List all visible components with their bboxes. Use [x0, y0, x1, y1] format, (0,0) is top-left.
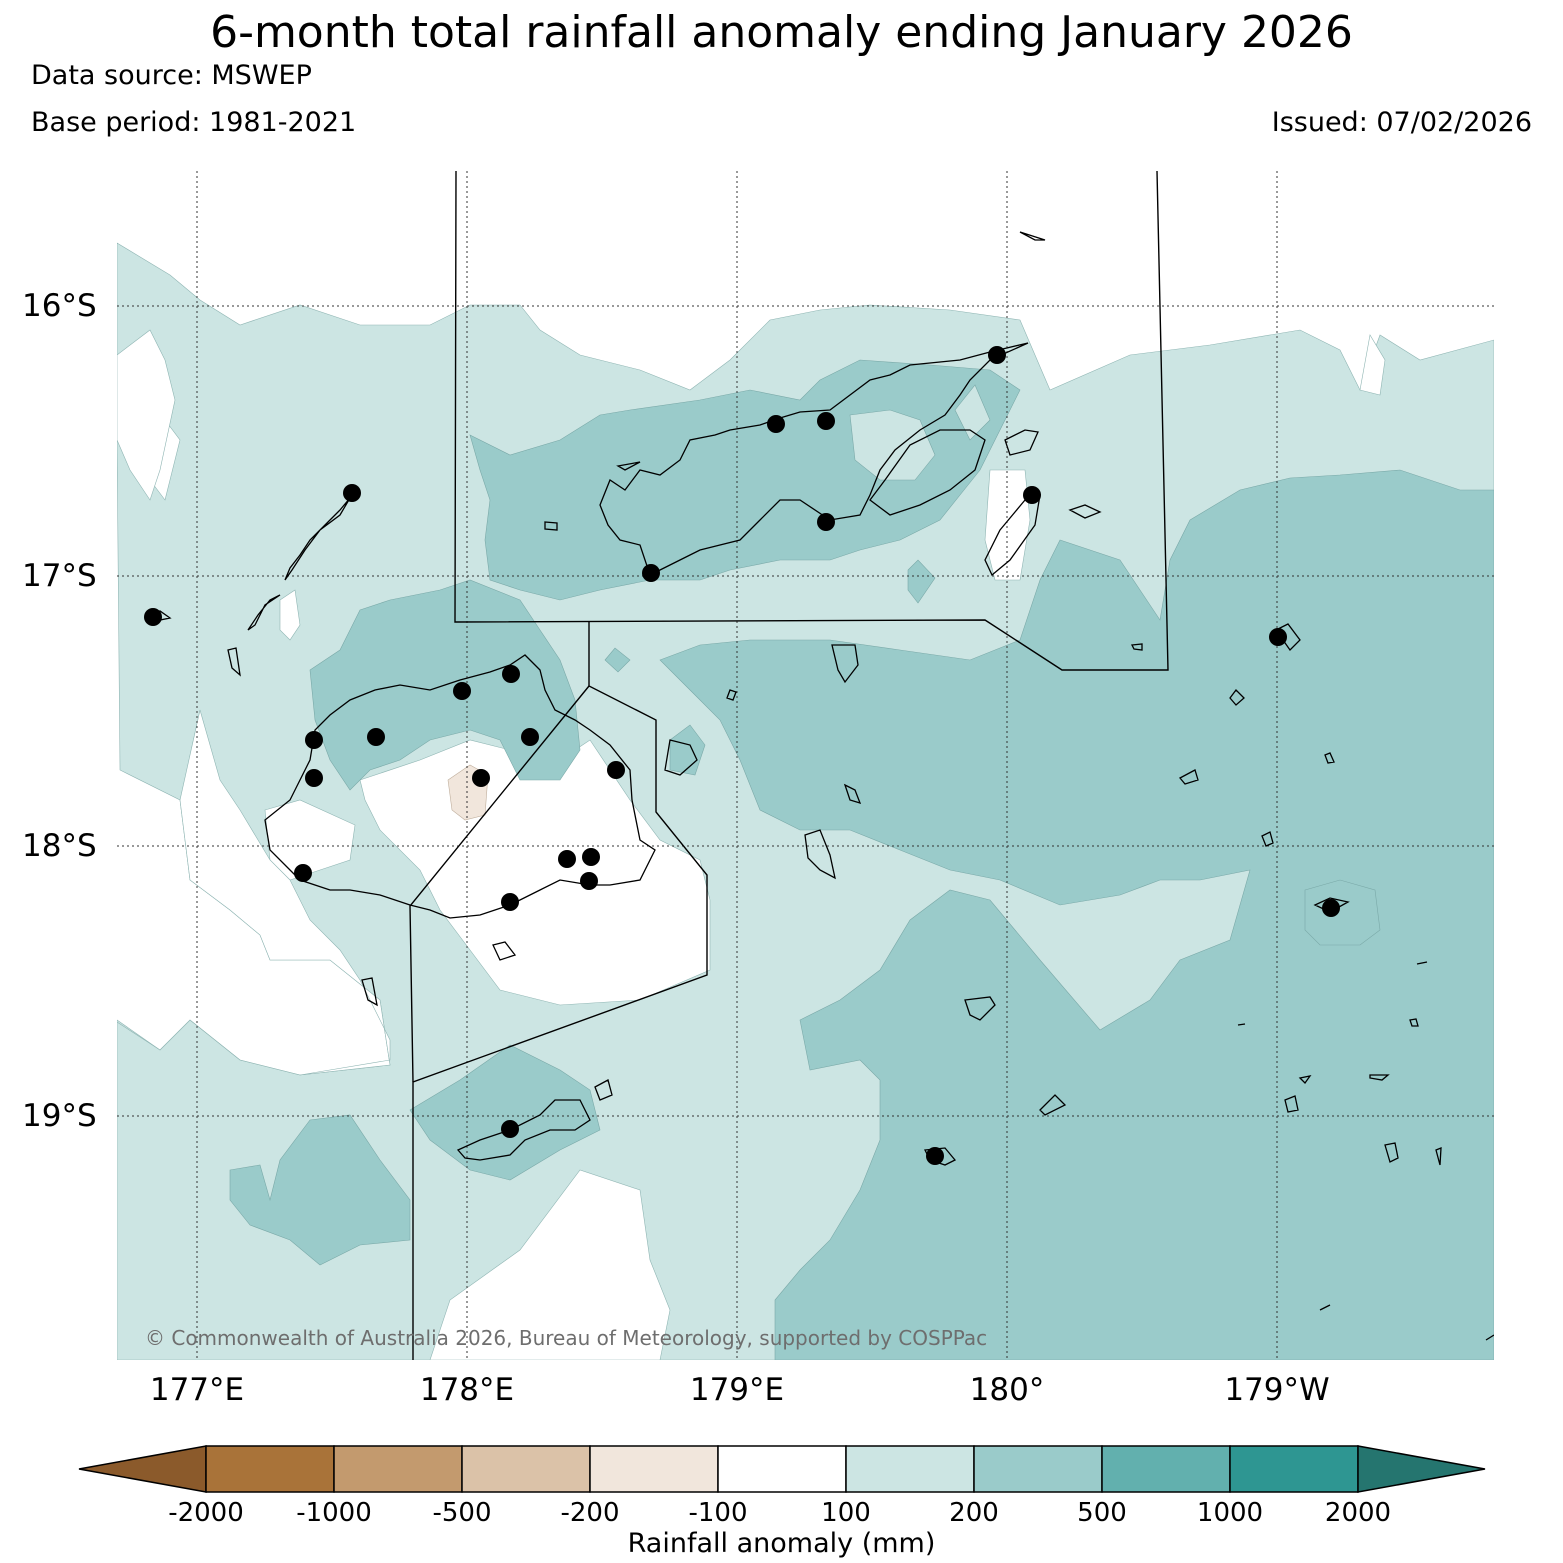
colorbar-tick: 1000 [1196, 1498, 1264, 1528]
colorbar-segment-1 [205, 1445, 335, 1493]
colorbar-tick: 500 [1077, 1498, 1127, 1528]
anomaly-zone-100-200-hole [849, 409, 936, 481]
colorbar [78, 1445, 1486, 1493]
lat-label-16s: 16°S [22, 288, 97, 324]
colorbar-segment-4 [589, 1445, 719, 1493]
colorbar-tick: 2000 [1324, 1498, 1392, 1528]
colorbar-tick: 100 [821, 1498, 871, 1528]
colorbar-segment-2 [333, 1445, 463, 1493]
map-title: 6-month total rainfall anomaly ending Ja… [210, 7, 1353, 58]
map-field [117, 171, 1494, 1360]
islet-coast [148, 231, 1494, 1341]
anomaly-zone-200-500-east [659, 469, 1494, 1360]
issued-date: Issued: 07/02/2026 [1271, 107, 1532, 138]
coastlines [148, 231, 1494, 1341]
anomaly-zone-200-500-islet-a [1304, 879, 1381, 946]
division-boundaries [409, 171, 1169, 1360]
data-source: Data source: MSWEP [31, 60, 312, 91]
anomaly-zone-neutral-south [429, 1169, 671, 1360]
anomaly-zone-200-500-islet-c [669, 724, 706, 776]
colorbar-extend-high [1357, 1445, 1486, 1493]
anomaly-zone-200-500-kadavu [409, 1044, 601, 1181]
colorbar-tick: -2000 [168, 1498, 244, 1528]
colorbar-title: Rainfall anomaly (mm) [627, 1528, 936, 1559]
anomaly-zone-neutral-southwest [117, 709, 391, 1076]
vanua-levu-coast [599, 342, 1029, 576]
anomaly-zone-neutral-west [117, 329, 176, 501]
anomaly-zone-neutral-northeast [1359, 334, 1386, 396]
viti-levu-coast [264, 654, 656, 919]
colorbar-segment-9 [1229, 1445, 1359, 1493]
colorbar-segment-7 [973, 1445, 1103, 1493]
copyright-notice: © Commonwealth of Australia 2026, Bureau… [145, 1326, 988, 1350]
anomaly-zone-200-500-islet-b [604, 647, 631, 673]
anomaly-zone-200-500-southwest [229, 1114, 411, 1266]
colorbar-segment-5 [717, 1445, 847, 1493]
lat-label-18s: 18°S [22, 828, 97, 864]
yasawa-coast [247, 497, 351, 631]
colorbar-tick: -100 [688, 1498, 748, 1528]
lon-label-180: 180° [969, 1372, 1045, 1408]
lat-label-17s: 17°S [22, 558, 97, 594]
colorbar-tick: 200 [949, 1498, 999, 1528]
anomaly-zone-neutral-taveuni [984, 469, 1031, 581]
rabi-coast [1004, 429, 1039, 456]
colorbar-tick: -500 [432, 1498, 492, 1528]
colorbar-tick: -1000 [296, 1498, 372, 1528]
lat-label-19s: 19°S [22, 1098, 97, 1134]
colorbar-segment-8 [1101, 1445, 1231, 1493]
colorbar-segment-3 [461, 1445, 591, 1493]
lon-label-177e: 177°E [149, 1372, 245, 1408]
anomaly-zone-200-500-islet-d [907, 559, 936, 604]
colorbar-extend-low [78, 1445, 207, 1493]
graticule [117, 171, 1494, 1360]
colorbar-segment-6 [845, 1445, 975, 1493]
coral-outline-east [869, 429, 986, 516]
base-period: Base period: 1981-2021 [31, 107, 357, 138]
lon-label-179w: 179°W [1224, 1372, 1330, 1408]
anomaly-zone-neutral-islet [279, 589, 301, 641]
colorbar-tick: -200 [560, 1498, 620, 1528]
lon-label-178e: 178°E [419, 1372, 515, 1408]
station-markers [144, 346, 1340, 1165]
lon-label-179e: 179°E [689, 1372, 785, 1408]
